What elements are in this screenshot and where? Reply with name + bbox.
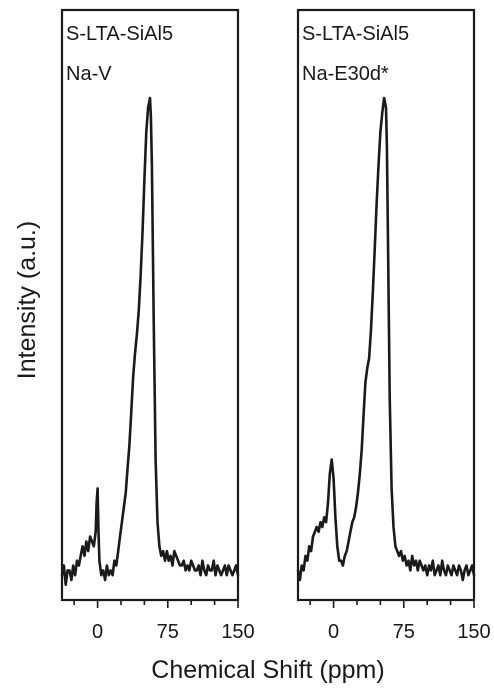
- panel-condition-label: Na-E30d*: [302, 63, 389, 85]
- spectrum-line: [60, 96, 240, 587]
- panel-left: 0 75 150 S-LTA-SiAl5 Na-V: [60, 8, 255, 643]
- x-tick-label: 75: [393, 621, 415, 643]
- y-axis-title: Intensity (a.u.): [13, 221, 41, 379]
- x-tick-label: 150: [457, 621, 490, 643]
- panel-sample-label: S-LTA-SiAl5: [302, 23, 409, 45]
- spectrum-line: [296, 96, 476, 582]
- x-axis-title: Chemical Shift (ppm): [151, 656, 384, 684]
- x-tick-label: 0: [92, 621, 103, 643]
- x-tick-label: 150: [221, 621, 254, 643]
- panel-right: 0 75 150 S-LTA-SiAl5 Na-E30d*: [296, 8, 491, 643]
- panel-sample-label: S-LTA-SiAl5: [66, 23, 173, 45]
- x-tick-label: 75: [157, 621, 179, 643]
- panel-frame: [60, 8, 240, 602]
- x-tick-label: 0: [328, 621, 339, 643]
- panel-frame: [296, 8, 476, 602]
- panel-condition-label: Na-V: [66, 63, 112, 85]
